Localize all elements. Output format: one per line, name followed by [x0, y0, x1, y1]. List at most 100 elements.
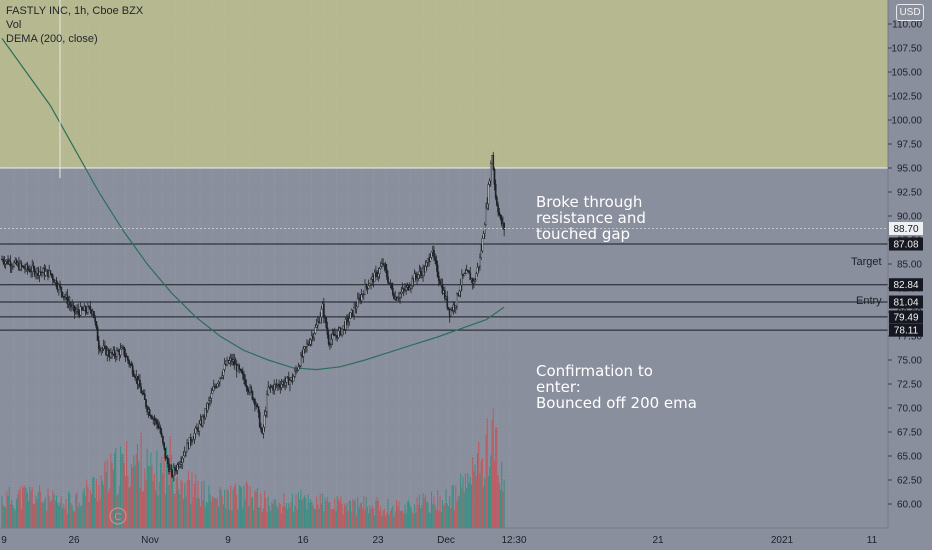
target-label[interactable]: Target [851, 256, 882, 268]
candle-body [477, 265, 480, 268]
candle-body [481, 238, 484, 252]
candle-body [447, 307, 450, 310]
candle-body [349, 312, 352, 319]
volume-bar [186, 480, 188, 528]
candle-body [463, 273, 466, 277]
candle-body [464, 272, 467, 275]
candle-body [210, 393, 213, 399]
volume-bar [53, 494, 55, 528]
volume-bar [387, 499, 389, 528]
volume-bar [260, 493, 262, 528]
candle-body [267, 387, 270, 395]
volume-bar [193, 483, 195, 528]
candle-body [316, 321, 319, 326]
volume-bar [7, 495, 9, 528]
candle-body [396, 298, 399, 301]
symbol-title[interactable]: FASTLY INC, 1h, Cboe BZX [6, 5, 144, 17]
candle-body [329, 343, 331, 345]
volume-bar [144, 468, 146, 528]
candle-body [302, 348, 305, 357]
candle-body [379, 266, 382, 269]
time-tick-label: 23 [372, 535, 384, 546]
volume-bar [359, 503, 361, 528]
level-price-value: 87.08 [893, 240, 918, 251]
candle-body [251, 391, 254, 400]
volume-bar [69, 493, 71, 528]
time-tick-label: 16 [297, 535, 309, 546]
entry-label[interactable]: Entry [856, 295, 882, 307]
volume-bar [76, 491, 78, 528]
volume-bar [496, 427, 498, 528]
volume-bar [38, 485, 41, 528]
volume-bar [118, 485, 120, 528]
volume-bar [178, 489, 180, 528]
volume-bar [221, 495, 223, 528]
volume-bar [87, 486, 89, 528]
candle-body [330, 338, 332, 345]
last-price-value: 88.70 [893, 224, 918, 235]
volume-bar [416, 496, 418, 528]
volume-bar [124, 476, 126, 528]
volume-bar [306, 509, 308, 528]
candle-body [308, 343, 311, 346]
svg-text:C: C [114, 512, 121, 523]
volume-bar [453, 509, 456, 528]
volume-bar [51, 499, 53, 528]
volume-bar [310, 499, 312, 528]
volume-bar [31, 487, 33, 528]
candle-body [60, 286, 63, 293]
volume-indicator-label[interactable]: Vol [6, 19, 22, 31]
candle-body [503, 222, 505, 230]
volume-bar [369, 505, 371, 528]
candle-body [446, 296, 449, 308]
candle-body [326, 327, 329, 335]
volume-bar [467, 473, 469, 528]
breakout-annotation[interactable]: Broke through resistance and touched gap [536, 193, 646, 243]
candle-body [124, 354, 127, 357]
volume-bar [403, 513, 405, 528]
price-tick-label: 95.00 [897, 164, 922, 175]
candle-body [465, 270, 468, 274]
gap-zone [0, 0, 888, 168]
volume-bar [400, 510, 402, 528]
confirmation-annotation[interactable]: Confirmation to enter: Bounced off 200 e… [536, 362, 697, 412]
volume-bar [176, 476, 178, 528]
candle-body [289, 380, 291, 386]
volume-bar [317, 504, 319, 528]
volume-bar [433, 496, 435, 528]
volume-bar [80, 505, 82, 528]
candle-body [216, 383, 219, 388]
volume-bar [291, 493, 293, 528]
volume-bar [58, 505, 60, 528]
volume-bar [267, 496, 269, 528]
price-tick-label: 102.50 [891, 92, 922, 103]
volume-bar [490, 455, 492, 528]
level-price-tag [889, 278, 923, 292]
volume-bar [126, 441, 128, 528]
volume-bar [175, 477, 177, 528]
volume-bar [297, 492, 299, 528]
volume-bar [251, 496, 254, 528]
volume-bar [168, 484, 170, 528]
volume-bar [224, 489, 226, 528]
volume-bar [451, 485, 453, 528]
volume-bar [458, 495, 460, 528]
volume-bar [210, 501, 212, 528]
currency-badge[interactable]: USD [896, 4, 924, 21]
volume-bar [121, 454, 123, 528]
candle-body [217, 381, 220, 385]
volume-bar [395, 500, 398, 528]
volume-bar [190, 504, 192, 528]
volume-bar [72, 510, 74, 528]
volume-bar [377, 500, 379, 528]
level-price-value: 78.11 [894, 326, 919, 337]
volume-bar [408, 500, 410, 528]
candle-body [262, 426, 265, 434]
candle-body [414, 273, 417, 277]
candle-body [333, 334, 336, 337]
volume-bar [484, 477, 486, 528]
volume-bar [272, 503, 274, 528]
volume-bar [77, 506, 79, 528]
dema-indicator-label[interactable]: DEMA (200, close) [6, 33, 98, 45]
